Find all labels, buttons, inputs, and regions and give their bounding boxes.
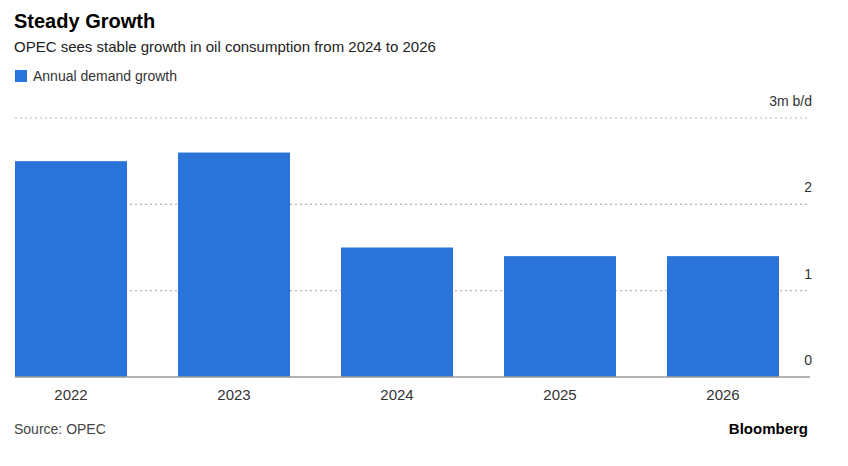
bar — [667, 256, 779, 377]
baseline — [15, 376, 810, 378]
chart-container: Steady Growth OPEC sees stable growth in … — [0, 0, 848, 466]
title: Steady Growth — [14, 10, 155, 32]
bar — [15, 161, 127, 377]
subtitle: OPEC sees stable growth in oil consumpti… — [14, 38, 436, 55]
grid-line — [15, 117, 810, 118]
bars — [15, 153, 779, 377]
bar — [341, 248, 453, 378]
legend-swatch — [15, 70, 27, 82]
x-tick-label: 2023 — [217, 386, 250, 403]
y-tick-label: 3m b/d — [769, 93, 812, 109]
source: Source: OPEC — [14, 421, 106, 437]
x-tick-label: 2024 — [380, 386, 413, 403]
y-tick-label: 2 — [804, 179, 812, 195]
chart: Steady Growth OPEC sees stable growth in … — [0, 0, 848, 466]
y-tick-label: 1 — [804, 266, 812, 282]
legend-label: Annual demand growth — [33, 68, 177, 84]
x-tick-label: 2026 — [706, 386, 739, 403]
x-tick-label: 2022 — [54, 386, 87, 403]
x-tick-label: 2025 — [543, 386, 576, 403]
grid-line — [15, 204, 810, 205]
credit: Bloomberg — [729, 420, 808, 437]
y-tick-label: 0 — [804, 352, 812, 368]
bar — [504, 256, 616, 377]
bar — [178, 153, 290, 377]
